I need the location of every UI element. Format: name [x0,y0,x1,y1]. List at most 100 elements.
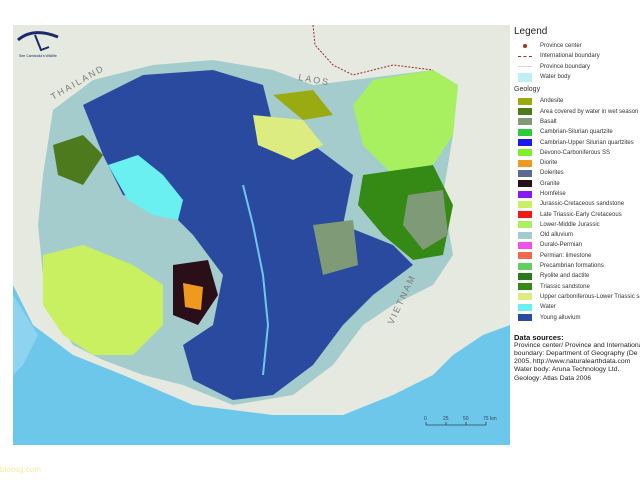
legend-geology-item: Cambrian-Silurian quartzite [514,127,640,137]
legend-geology-item: Ryolite and dactite [514,271,640,281]
legend-title: Legend [514,26,548,37]
andesite-north [273,90,333,120]
legend: Legend Province center International bou… [514,26,640,383]
legend-label: Permian: limestone [540,252,592,259]
mekong-river [242,184,270,376]
dot-icon [518,44,532,49]
scale-tick-75: 75 km [483,416,497,422]
legend-label: Jurassic-Cretaceous sandstone [540,201,625,208]
color-swatch-icon [518,303,532,311]
color-swatch-icon [518,128,532,136]
legend-geology-item: Precambrian formations [514,261,640,271]
legend-label: Upper carboniferous-Lower Triassic sa [540,293,640,300]
geology-title: Geology [514,86,541,94]
legend-label: Cambrian-Upper Silurian quartzites [540,139,634,146]
legend-geology-item: Hornfelse [514,189,640,199]
legend-geology-item: Andesite [514,96,640,106]
legend-geology-item: Upper carboniferous-Lower Triassic sa [514,292,640,302]
tonle-sap-lake [108,155,183,220]
legend-label: Area covered by water in wet season [540,108,639,115]
color-swatch-icon [518,118,532,126]
legend-province-boundary: Province boundary [514,62,640,72]
scale-bar: 0 25 50 75 km [424,416,497,426]
sea [13,285,510,445]
legend-label: Diorite [540,160,558,167]
data-sources-line: Geology: Atlas Data 2006 [514,374,592,382]
legend-label: Old alluvium [540,232,574,239]
legend-label: Late Triassic-Early Cretaceous [540,211,622,218]
legend-geology-item: Diorite [514,158,640,168]
data-sources-line: 2005, http://www.naturalearthdata.com [514,358,631,366]
legend-international-boundary: International boundary [514,51,640,61]
swatch-icon [518,72,532,82]
color-swatch-icon [518,241,532,249]
color-swatch-icon [518,159,532,167]
legend-label: Young alluvium [540,314,581,321]
scale-tick-25: 25 [443,416,449,422]
legend-label: Andesite [540,98,564,105]
logo: See Cambodia's Wildlife [17,31,59,58]
color-swatch-icon [518,272,532,280]
legend-geology-item: Granite [514,179,640,189]
legend-geology-item: Lower-Middle Jurassic [514,220,640,230]
legend-label: International boundary [540,53,600,60]
legend-geology-item: Cambrian-Upper Silurian quartzites [514,137,640,147]
legend-label: Precambrian formations [540,263,604,270]
legend-geology-item: Old alluvium [514,230,640,240]
color-swatch-icon [518,108,532,116]
watermark: bloosg.com [0,465,41,474]
scale-tick-0: 0 [424,416,427,422]
legend-geology-item: Devono-Carboniferous SS [514,148,640,158]
color-swatch-icon [518,231,532,239]
geology-list: Andesite Area covered by water in wet sea… [514,96,640,323]
legend-label: Hornfelse [540,191,566,197]
legend-water-body: Water body [514,72,640,82]
color-swatch-icon [518,139,532,147]
color-swatch-icon [518,293,532,301]
data-sources-title: Data sources: [514,332,564,342]
color-swatch-icon [518,97,532,105]
data-sources-line: Water body: Aruna Technology Ltd. [514,366,620,374]
legend-geology-item: Area covered by water in wet season [514,106,640,116]
young-alluvium [83,70,413,400]
color-swatch-icon [518,211,532,219]
legend-geology-item: Young alluvium [514,312,640,322]
jurassic-sandstone-southwest [43,245,163,355]
legend-geology-item: Dolerites [514,168,640,178]
legend-geology-item: Permian: limestone [514,251,640,261]
international-boundary [312,25,434,76]
legend-label: Duralo-Permian [540,242,583,249]
scale-tick-50: 50 [463,416,469,422]
legend-label: Province center [540,43,582,50]
legend-geology-item: Triassic sandstone [514,282,640,292]
data-sources-line: boundary: Department of Geography (De [514,349,638,357]
basalt-central [313,220,358,275]
legend-geology-item: Late Triassic-Early Cretaceous [514,209,640,219]
color-swatch-icon [518,190,532,198]
legend-label: Province boundary [540,63,591,70]
legend-label: Water body [540,74,571,81]
legend-geology-item: Water [514,302,640,312]
legend-geology-item: Basalt [514,117,640,127]
legend-label: Triassic sandstone [540,283,590,290]
color-swatch-icon [518,180,532,188]
color-swatch-icon [518,200,532,208]
legend-label: Water [540,304,556,311]
legend-geology-item: Jurassic-Cretaceous sandstone [514,199,640,209]
sea-shallow [13,295,38,375]
color-swatch-icon [518,262,532,270]
legend-label: Dolerites [540,170,564,177]
legend-label: Granite [540,180,560,187]
line-icon [518,66,532,68]
color-swatch-icon [518,149,532,157]
data-sources-line: Province center/ Province and Internatio… [514,341,640,349]
legend-label: Lower-Middle Jurassic [540,221,600,228]
dashed-line-icon [518,55,532,57]
legend-geology-item: Duralo-Permian [514,240,640,250]
color-swatch-icon [518,283,532,291]
legend-province-center: Province center [514,41,640,51]
legend-label: Cambrian-Silurian quartzite [540,129,613,136]
color-swatch-icon [518,169,532,177]
color-swatch-icon [518,221,532,229]
legend-label: Devono-Carboniferous SS [540,149,611,156]
